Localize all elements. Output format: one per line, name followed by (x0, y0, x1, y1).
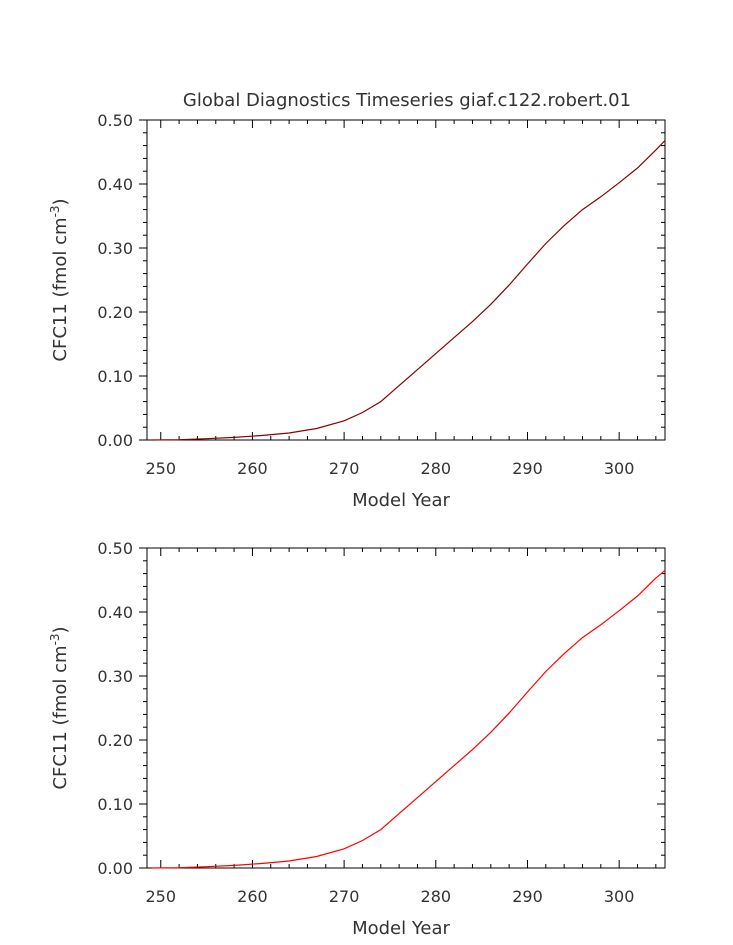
y-tick-label: 0.00 (97, 431, 133, 450)
y-axis-label-superscript: -3 (48, 205, 62, 217)
x-tick-label: 270 (329, 887, 360, 906)
x-tick-label: 280 (421, 887, 452, 906)
chart-title: Global Diagnostics Timeseries giaf.c122.… (183, 90, 631, 111)
y-axis-label: CFC11 (fmol cm-3) (48, 626, 71, 789)
x-tick-label: 250 (145, 459, 176, 478)
x-tick-label: 300 (604, 459, 635, 478)
x-tick-label: 250 (145, 887, 176, 906)
y-tick-label: 0.40 (97, 603, 133, 622)
y-axis-label-superscript: -3 (48, 633, 62, 645)
chart-bottom: 250 260 270 280 290 300 0.00 0.10 0.20 0.30 0.40 0.… (48, 539, 666, 939)
series-line (151, 569, 666, 869)
y-tick-label: 0.30 (97, 239, 133, 258)
series-group (151, 569, 666, 869)
ticks-group: 250 260 270 280 290 300 0.00 0.10 0.20 0.30 0.40 0.… (97, 111, 665, 478)
x-axis-label: Model Year (352, 490, 450, 511)
x-tick-label: 300 (604, 887, 635, 906)
y-tick-label: 0.20 (97, 303, 133, 322)
ticks-group: 250 260 270 280 290 300 0.00 0.10 0.20 0.30 0.40 0.… (97, 539, 665, 906)
y-tick-label: 0.20 (97, 731, 133, 750)
x-tick-label: 260 (237, 459, 268, 478)
y-tick-label: 0.50 (97, 539, 133, 558)
x-tick-label: 280 (421, 459, 452, 478)
y-tick-label: 0.10 (97, 367, 133, 386)
x-axis-label: Model Year (352, 918, 450, 939)
y-axis-label-main: CFC11 (fmol cm (50, 645, 71, 789)
y-axis-label-suffix: ) (50, 626, 71, 633)
y-tick-label: 0.30 (97, 667, 133, 686)
series-line (151, 140, 666, 441)
y-axis-label-main: CFC11 (fmol cm (50, 217, 71, 361)
y-tick-label: 0.40 (97, 175, 133, 194)
x-tick-label: 290 (512, 459, 543, 478)
series-group (151, 140, 666, 441)
chart-top: Global Diagnostics Timeseries giaf.c122.… (48, 90, 666, 511)
plot-frame (146, 547, 666, 869)
y-axis-label-suffix: ) (50, 198, 71, 205)
y-tick-label: 0.00 (97, 859, 133, 878)
plot-frame (146, 119, 666, 441)
y-axis-label: CFC11 (fmol cm-3) (48, 198, 71, 361)
x-tick-label: 290 (512, 887, 543, 906)
x-tick-label: 260 (237, 887, 268, 906)
y-tick-label: 0.50 (97, 111, 133, 130)
y-tick-label: 0.10 (97, 795, 133, 814)
x-tick-label: 270 (329, 459, 360, 478)
